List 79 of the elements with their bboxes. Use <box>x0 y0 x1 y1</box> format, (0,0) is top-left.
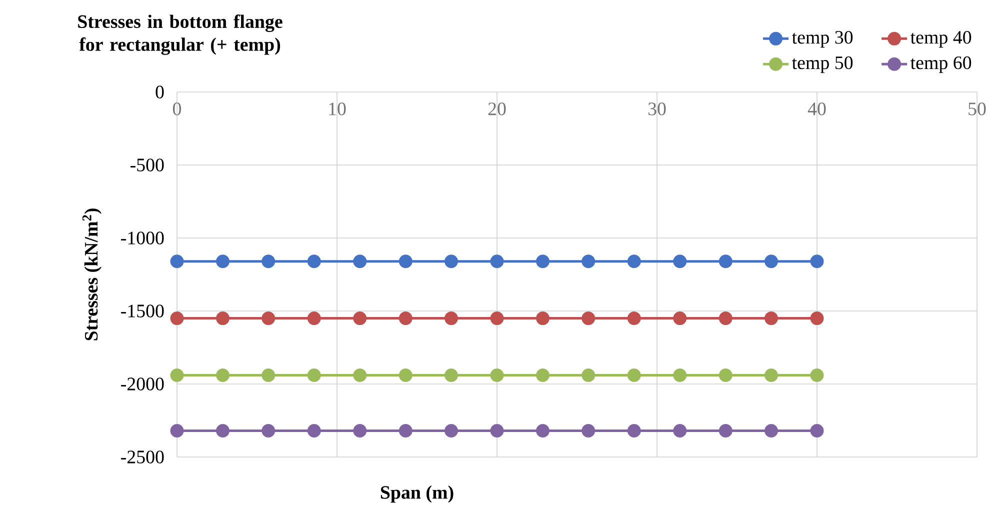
x-tick-label: 20 <box>488 102 506 116</box>
y-tick-label: -500 <box>130 158 164 172</box>
point <box>673 368 687 382</box>
point <box>810 368 824 382</box>
legend-label: temp 40 <box>910 30 972 48</box>
point <box>398 368 412 382</box>
point <box>536 424 550 438</box>
point <box>170 254 184 268</box>
point <box>444 424 458 438</box>
point <box>307 254 321 268</box>
point <box>582 424 596 438</box>
legend-label: temp 30 <box>792 30 853 48</box>
point <box>490 254 504 268</box>
x-tick-label: 10 <box>329 102 346 116</box>
point <box>216 312 230 326</box>
x-tick-label: 50 <box>968 102 986 116</box>
point <box>216 424 230 438</box>
point <box>718 312 732 326</box>
point <box>490 368 504 382</box>
point <box>764 368 778 382</box>
chart-title: Stresses in bottom flange for rectangular (+ temp) <box>78 14 282 55</box>
point <box>673 312 687 326</box>
x-tick-label: 0 <box>172 102 182 116</box>
point <box>764 254 778 268</box>
point <box>444 254 458 268</box>
point <box>353 368 367 382</box>
y-tick-label: -1500 <box>121 304 164 318</box>
point <box>398 424 412 438</box>
point <box>216 368 230 382</box>
point <box>536 254 550 268</box>
point <box>170 424 184 438</box>
point <box>627 368 641 382</box>
point <box>262 424 276 438</box>
point <box>627 424 641 438</box>
point <box>262 368 276 382</box>
point <box>810 254 824 268</box>
point <box>307 424 321 438</box>
point <box>536 368 550 382</box>
y-axis-title: Stresses (kN/m$^{2}$) <box>82 208 102 340</box>
legend-label: temp 60 <box>910 56 972 74</box>
point <box>398 254 412 268</box>
point <box>673 254 687 268</box>
point <box>536 312 550 326</box>
point <box>627 254 641 268</box>
point <box>490 312 504 326</box>
point <box>718 424 732 438</box>
point <box>444 368 458 382</box>
point <box>170 312 184 326</box>
y-tick-label: -2500 <box>121 450 164 464</box>
point <box>262 254 276 268</box>
point <box>353 312 367 326</box>
point <box>582 254 596 268</box>
x-axis-title: Span (m) <box>380 486 454 503</box>
point <box>216 254 230 268</box>
point <box>398 312 412 326</box>
point <box>353 254 367 268</box>
point <box>582 312 596 326</box>
point <box>718 368 732 382</box>
point <box>490 424 504 438</box>
point <box>307 312 321 326</box>
y-tick-label: -2000 <box>121 378 164 390</box>
point <box>764 312 778 326</box>
point <box>810 424 824 438</box>
point <box>627 312 641 326</box>
point <box>764 424 778 438</box>
y-tick-label: -1000 <box>121 232 164 244</box>
point <box>718 254 732 268</box>
point <box>170 368 184 382</box>
point <box>673 424 687 438</box>
point <box>353 424 367 438</box>
point <box>307 368 321 382</box>
point <box>810 312 824 326</box>
x-tick-label: 30 <box>648 102 666 116</box>
x-tick-label: 40 <box>808 102 826 116</box>
point <box>262 312 276 326</box>
point <box>582 368 596 382</box>
point <box>444 312 458 326</box>
legend-label: temp 50 <box>792 56 853 74</box>
y-tick-label: 0 <box>156 86 164 98</box>
